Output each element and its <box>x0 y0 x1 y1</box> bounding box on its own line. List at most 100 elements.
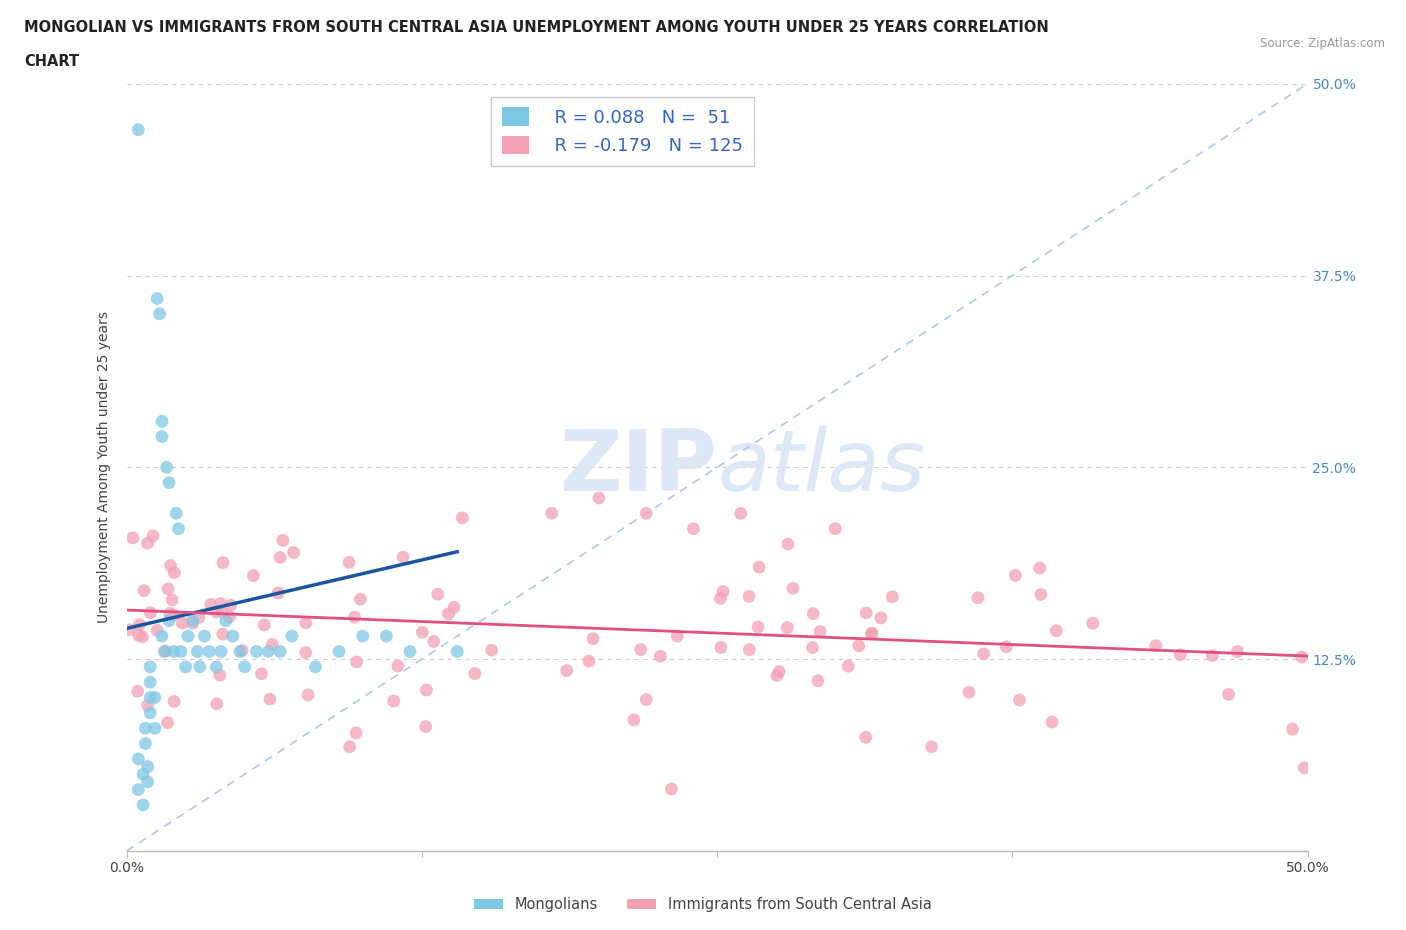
Point <box>801 640 824 655</box>
Point <box>766 668 789 683</box>
Text: ZIP: ZIP <box>560 426 717 509</box>
Point <box>136 698 159 713</box>
Point <box>1081 616 1104 631</box>
Point <box>155 644 177 658</box>
Point <box>1291 650 1313 665</box>
Point <box>808 624 831 639</box>
Point <box>921 739 943 754</box>
Point <box>636 692 658 707</box>
Point <box>156 715 179 730</box>
Point <box>1045 623 1067 638</box>
Point <box>149 307 172 322</box>
Point <box>134 721 156 736</box>
Point <box>139 675 162 690</box>
Point <box>128 618 150 632</box>
Point <box>636 506 658 521</box>
Point <box>588 491 610 506</box>
Point <box>422 634 444 649</box>
Point <box>957 684 980 699</box>
Point <box>267 586 290 601</box>
Point <box>257 644 280 658</box>
Point <box>163 565 186 580</box>
Point <box>392 550 415 565</box>
Point <box>198 644 221 658</box>
Point <box>250 667 273 682</box>
Point <box>860 626 883 641</box>
Point <box>281 629 304 644</box>
Point <box>337 555 360 570</box>
Point <box>711 584 734 599</box>
Point <box>212 555 235 570</box>
Point <box>382 694 405 709</box>
Point <box>578 654 600 669</box>
Point <box>159 558 181 573</box>
Point <box>132 798 155 813</box>
Point <box>132 583 155 598</box>
Point <box>343 610 366 625</box>
Point <box>172 616 194 631</box>
Point <box>776 620 799 635</box>
Point <box>209 596 232 611</box>
Point <box>118 622 141 637</box>
Point <box>157 614 180 629</box>
Point <box>446 644 468 658</box>
Point <box>127 123 149 138</box>
Point <box>146 291 169 306</box>
Point <box>682 521 704 536</box>
Point <box>156 460 179 475</box>
Point <box>157 475 180 490</box>
Point <box>160 592 183 607</box>
Point <box>748 560 770 575</box>
Point <box>295 616 318 631</box>
Point <box>855 605 877 620</box>
Point <box>1144 638 1167 653</box>
Point <box>1218 687 1240 702</box>
Point <box>747 619 769 634</box>
Point <box>710 640 733 655</box>
Point <box>142 528 165 543</box>
Point <box>150 430 173 445</box>
Point <box>157 581 180 596</box>
Point <box>143 721 166 736</box>
Point <box>200 597 222 612</box>
Point <box>136 759 159 774</box>
Point <box>139 605 162 620</box>
Point <box>1028 561 1050 576</box>
Point <box>860 626 883 641</box>
Point <box>181 616 204 631</box>
Point <box>143 690 166 705</box>
Point <box>222 629 245 644</box>
Point <box>262 637 284 652</box>
Point <box>352 629 374 644</box>
Point <box>139 659 162 674</box>
Point <box>443 600 465 615</box>
Point <box>995 639 1018 654</box>
Text: MONGOLIAN VS IMMIGRANTS FROM SOUTH CENTRAL ASIA UNEMPLOYMENT AMONG YOUTH UNDER 2: MONGOLIAN VS IMMIGRANTS FROM SOUTH CENTR… <box>24 20 1049 35</box>
Point <box>801 606 824 621</box>
Point <box>709 591 731 605</box>
Point <box>650 649 672 664</box>
Point <box>193 629 215 644</box>
Point <box>208 668 231 683</box>
Point <box>211 627 233 642</box>
Point <box>582 631 605 646</box>
Point <box>271 533 294 548</box>
Point <box>1226 644 1249 659</box>
Point <box>174 659 197 674</box>
Point <box>188 659 211 674</box>
Point <box>387 658 409 673</box>
Point <box>165 506 187 521</box>
Point <box>205 604 228 619</box>
Point <box>807 673 830 688</box>
Point <box>768 664 790 679</box>
Point <box>136 536 159 551</box>
Point <box>1040 714 1063 729</box>
Point <box>231 644 253 658</box>
Point <box>229 644 252 658</box>
Point <box>1281 722 1303 737</box>
Point <box>215 614 238 629</box>
Point <box>967 591 990 605</box>
Point <box>666 629 689 644</box>
Point <box>1294 761 1316 776</box>
Point <box>245 644 267 658</box>
